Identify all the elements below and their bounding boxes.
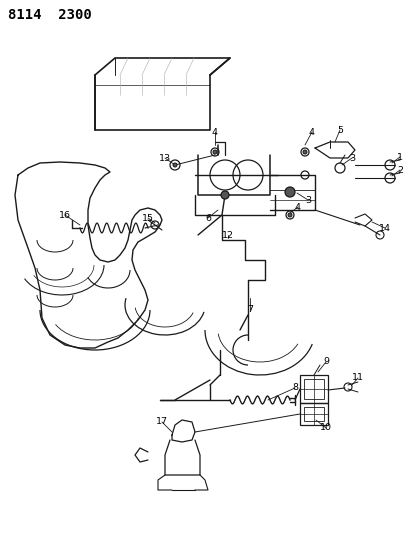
Text: 6: 6 [204,214,211,222]
Text: 10: 10 [319,424,331,432]
Text: 17: 17 [155,417,168,426]
Text: 5: 5 [336,125,342,134]
Text: 1: 1 [396,152,402,161]
Circle shape [173,163,177,167]
Text: 4: 4 [308,127,314,136]
Circle shape [302,150,306,154]
Text: 2: 2 [396,166,402,174]
Text: 3: 3 [304,196,310,205]
Circle shape [213,150,216,154]
Text: 7: 7 [246,305,252,314]
Text: 15: 15 [142,214,154,222]
Circle shape [220,191,229,199]
Bar [299,403,327,425]
Bar [299,375,327,403]
Text: 4: 4 [294,203,300,212]
Text: 9: 9 [322,358,328,367]
Circle shape [287,213,291,217]
Text: 4: 4 [211,127,218,136]
Bar [303,407,323,421]
Text: 13: 13 [159,154,171,163]
Circle shape [284,187,294,197]
Text: 8114  2300: 8114 2300 [8,8,92,22]
Text: 14: 14 [378,223,390,232]
Text: 16: 16 [59,211,71,220]
Bar [303,379,323,399]
Text: 8: 8 [291,384,297,392]
Text: 11: 11 [351,374,363,383]
Text: 3: 3 [348,154,354,163]
Text: 12: 12 [221,230,234,239]
